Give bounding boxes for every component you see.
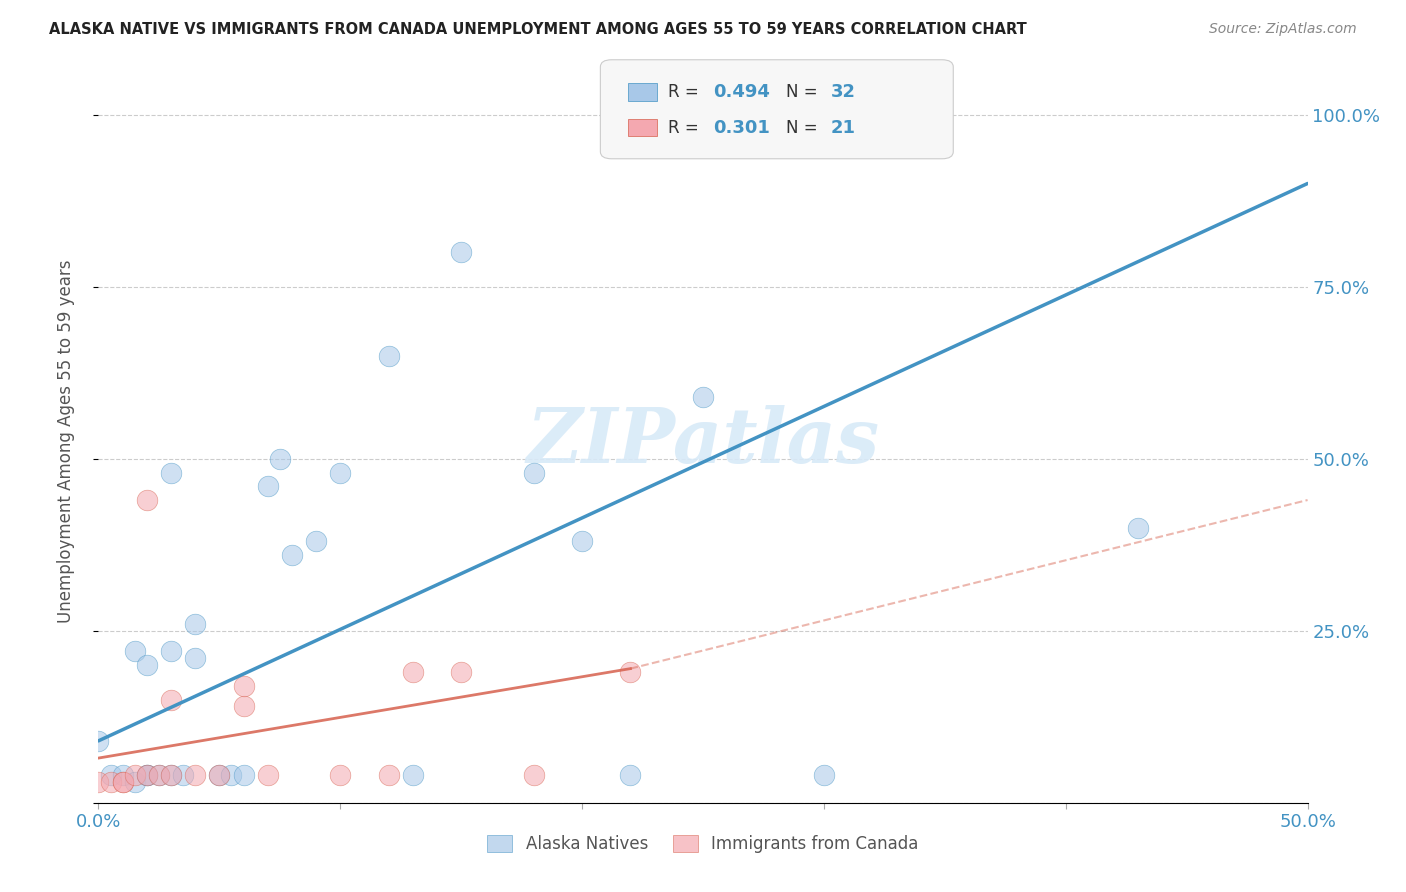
Point: [232, 679, 254, 693]
Point: [160, 768, 183, 782]
Point: [450, 665, 472, 679]
Point: [172, 768, 194, 782]
Point: [523, 466, 546, 480]
Point: [619, 768, 641, 782]
Point: [329, 768, 352, 782]
Y-axis label: Unemployment Among Ages 55 to 59 years: Unemployment Among Ages 55 to 59 years: [56, 260, 75, 624]
Point: [523, 768, 546, 782]
Point: [184, 616, 207, 631]
Point: [256, 479, 278, 493]
Point: [619, 665, 641, 679]
Point: [813, 768, 835, 782]
Point: [305, 534, 328, 549]
Text: 0.301: 0.301: [713, 119, 769, 136]
Text: ALASKA NATIVE VS IMMIGRANTS FROM CANADA UNEMPLOYMENT AMONG AGES 55 TO 59 YEARS C: ALASKA NATIVE VS IMMIGRANTS FROM CANADA …: [49, 22, 1026, 37]
Point: [269, 451, 291, 466]
Text: Source: ZipAtlas.com: Source: ZipAtlas.com: [1209, 22, 1357, 37]
Point: [377, 349, 399, 363]
Point: [377, 768, 399, 782]
Point: [148, 768, 170, 782]
Point: [135, 768, 157, 782]
Text: 21: 21: [831, 119, 856, 136]
Legend: Alaska Natives, Immigrants from Canada: Alaska Natives, Immigrants from Canada: [481, 828, 925, 860]
Text: N =: N =: [786, 83, 823, 101]
Point: [1128, 520, 1150, 534]
Point: [402, 768, 425, 782]
Point: [160, 466, 183, 480]
Text: N =: N =: [786, 119, 823, 136]
Text: 32: 32: [831, 83, 856, 101]
Point: [329, 466, 352, 480]
Point: [111, 775, 134, 789]
Point: [692, 390, 714, 404]
Point: [87, 775, 110, 789]
Point: [124, 775, 146, 789]
Point: [402, 665, 425, 679]
Point: [135, 493, 157, 508]
Text: R =: R =: [668, 83, 704, 101]
Point: [111, 775, 134, 789]
Point: [281, 548, 304, 562]
Text: ZIPatlas: ZIPatlas: [526, 405, 880, 478]
Text: R =: R =: [668, 119, 704, 136]
Point: [221, 768, 243, 782]
Point: [100, 768, 122, 782]
Point: [160, 644, 183, 658]
Point: [208, 768, 231, 782]
Point: [135, 768, 157, 782]
Point: [160, 768, 183, 782]
Point: [184, 768, 207, 782]
Point: [208, 768, 231, 782]
Point: [135, 768, 157, 782]
Point: [124, 768, 146, 782]
Point: [571, 534, 593, 549]
Point: [135, 658, 157, 673]
Point: [232, 768, 254, 782]
Point: [87, 734, 110, 748]
Point: [184, 651, 207, 665]
Point: [111, 768, 134, 782]
Point: [450, 245, 472, 260]
Point: [232, 699, 254, 714]
Point: [124, 644, 146, 658]
Text: 0.494: 0.494: [713, 83, 769, 101]
Point: [256, 768, 278, 782]
Point: [100, 775, 122, 789]
Point: [148, 768, 170, 782]
Point: [160, 692, 183, 706]
